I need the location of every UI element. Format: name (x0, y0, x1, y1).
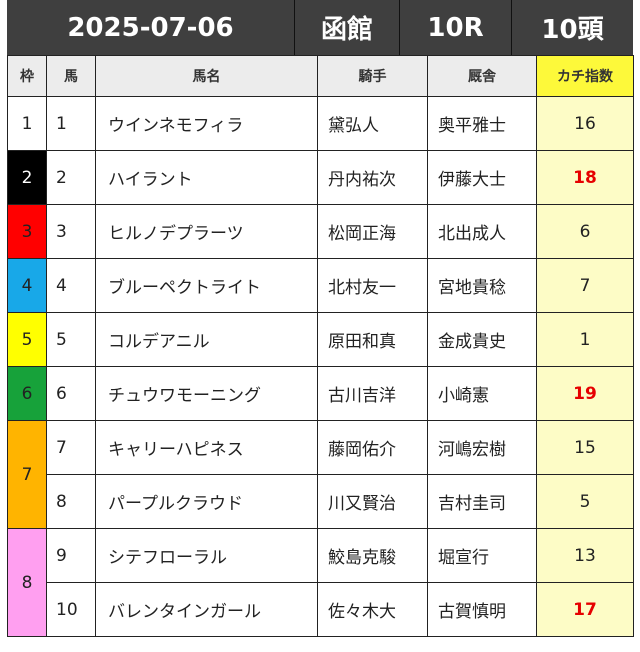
jockey-name: 松岡正海 (317, 204, 428, 259)
table-row: 3 3 ヒルノデプラーツ 松岡正海 北出成人 6 (7, 204, 634, 259)
column-horse: 馬名 (95, 55, 318, 97)
horse-number: 10 (46, 582, 96, 637)
column-waku: 枠 (7, 55, 47, 97)
jockey-name: 丹内祐次 (317, 150, 428, 205)
waku-number: 6 (7, 366, 47, 421)
kachi-score: 5 (536, 474, 634, 529)
field-size: 10頭 (541, 15, 604, 45)
kachi-score: 6 (536, 204, 634, 259)
jockey-name: 黛弘人 (317, 96, 428, 151)
waku-number: 7 (7, 420, 47, 529)
column-trainer: 厩舎 (427, 55, 537, 97)
horse-number: 3 (46, 204, 96, 259)
jockey-name: 佐々木大 (317, 582, 428, 637)
waku-number: 4 (7, 258, 47, 313)
horse-name: ヒルノデプラーツ (95, 204, 318, 259)
kachi-score: 15 (536, 420, 634, 475)
horse-number: 4 (46, 258, 96, 313)
horse-name: キャリーハピネス (95, 420, 318, 475)
table-row: 7 7 キャリーハピネス 藤岡佑介 河嶋宏樹 15 (7, 420, 634, 529)
kachi-score: 16 (536, 96, 634, 151)
header-row: 枠 馬 馬名 騎手 厩舎 カチ指数 (7, 55, 634, 97)
table-row: 10 バレンタインガール 佐々木大 古賀慎明 17 (8, 582, 634, 637)
waku-number: 5 (7, 312, 47, 367)
kachi-score: 1 (536, 312, 634, 367)
trainer-name: 北出成人 (427, 204, 537, 259)
waku-number: 8 (7, 528, 47, 637)
race-header: 2025-07-06 函館 10R 10頭 (7, 0, 633, 55)
jockey-name: 北村友一 (317, 258, 428, 313)
jockey-name: 川又賢治 (317, 474, 428, 529)
trainer-name: 古賀慎明 (427, 582, 537, 637)
table-row: 6 6 チュウワモーニング 古川吉洋 小崎憲 19 (7, 366, 634, 421)
column-uma: 馬 (46, 55, 96, 97)
horse-name: チュウワモーニング (95, 366, 318, 421)
column-score: カチ指数 (536, 55, 634, 97)
jockey-name: 藤岡佑介 (317, 420, 428, 475)
horse-name: ウインネモフィラ (95, 96, 318, 151)
horse-name: コルデアニル (95, 312, 318, 367)
kachi-score: 7 (536, 258, 634, 313)
table-row: 8 パープルクラウド 川又賢治 吉村圭司 5 (8, 474, 634, 529)
horse-name: シテフローラル (95, 528, 318, 583)
trainer-name: 堀宣行 (427, 528, 537, 583)
horse-name: バレンタインガール (95, 582, 318, 637)
column-jockey: 騎手 (317, 55, 428, 97)
horse-name: パープルクラウド (95, 474, 318, 529)
table-row: 8 9 シテフローラル 鮫島克駿 堀宣行 13 (7, 528, 634, 637)
horse-number: 1 (46, 96, 96, 151)
trainer-name: 奥平雅士 (427, 96, 537, 151)
kachi-score: 13 (536, 528, 634, 583)
trainer-name: 宮地貴稔 (427, 258, 537, 313)
horse-name: ブルーペクトライト (95, 258, 318, 313)
horse-number: 8 (46, 474, 96, 529)
trainer-name: 吉村圭司 (427, 474, 537, 529)
kachi-score: 18 (536, 150, 634, 205)
entries-body: 1 1 ウインネモフィラ 黛弘人 奥平雅士 16 2 2 ハイラント 丹内祐次 伊藤大士 18 3 3 ヒル… (7, 96, 634, 637)
table-row: 4 4 ブルーペクトライト 北村友一 宮地貴稔 7 (7, 258, 634, 313)
horse-number: 9 (46, 528, 96, 583)
table-row: 2 2 ハイラント 丹内祐次 伊藤大士 18 (7, 150, 634, 205)
race-date: 2025-07-06 (7, 0, 295, 55)
table-row: 1 1 ウインネモフィラ 黛弘人 奥平雅士 16 (7, 96, 634, 151)
horse-number: 5 (46, 312, 96, 367)
trainer-name: 金成貴史 (427, 312, 537, 367)
jockey-name: 古川吉洋 (317, 366, 428, 421)
waku-number: 3 (7, 204, 47, 259)
table-row: 5 5 コルデアニル 原田和真 金成貴史 1 (7, 312, 634, 367)
waku-number: 1 (7, 96, 47, 151)
jockey-name: 鮫島克駿 (317, 528, 428, 583)
kachi-score: 19 (536, 366, 634, 421)
trainer-name: 河嶋宏樹 (427, 420, 537, 475)
waku-number: 2 (7, 150, 47, 205)
jockey-name: 原田和真 (317, 312, 428, 367)
horse-number: 2 (46, 150, 96, 205)
horse-number: 6 (46, 366, 96, 421)
horse-name: ハイラント (95, 150, 318, 205)
race-number: 10R (400, 0, 512, 55)
horse-number: 7 (46, 420, 96, 475)
entries-table: 枠 馬 馬名 騎手 厩舎 カチ指数 1 1 ウインネモフィラ 黛弘人 奥平雅士 16 2 2 ハ… (7, 55, 634, 637)
trainer-name: 伊藤大士 (427, 150, 537, 205)
race-venue: 函館 (295, 0, 400, 55)
kachi-score: 17 (536, 582, 634, 637)
trainer-name: 小崎憲 (427, 366, 537, 421)
